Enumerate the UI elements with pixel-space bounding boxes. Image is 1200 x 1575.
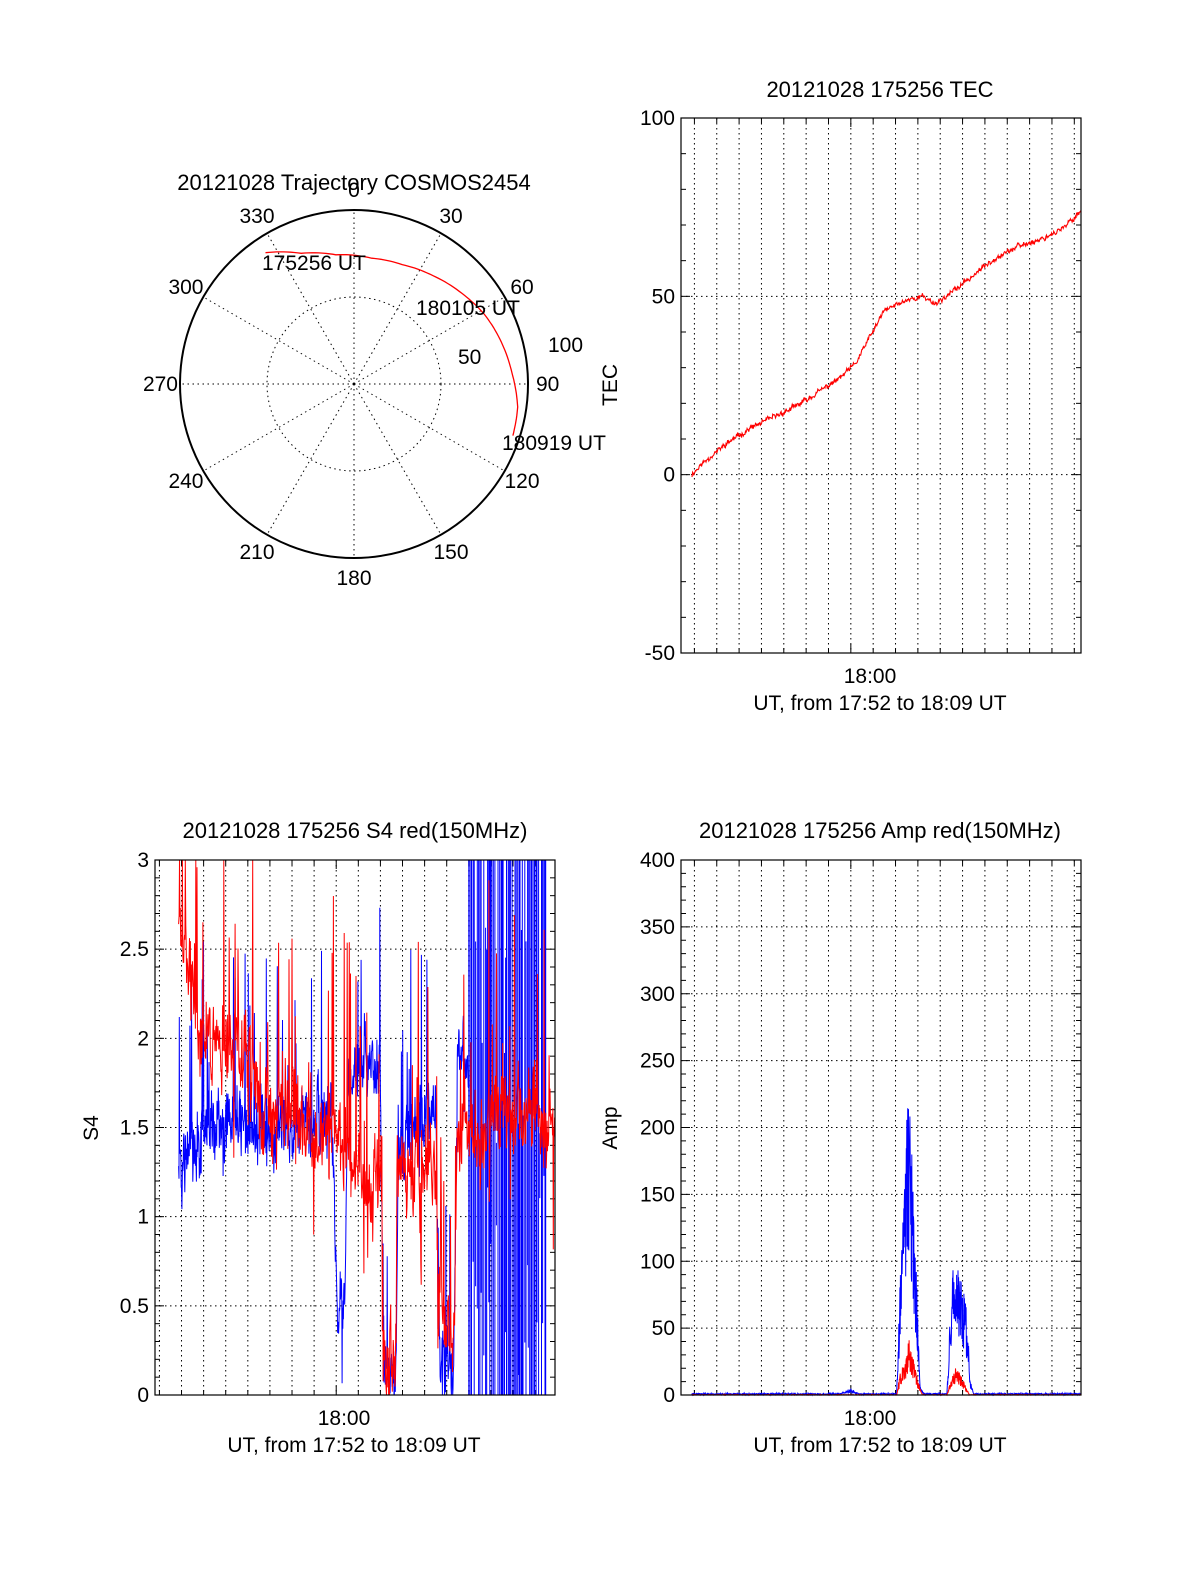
amp-red-series	[691, 1340, 1082, 1397]
amp-y-tick-label: 150	[640, 1183, 675, 1206]
trajectory-track	[265, 251, 519, 436]
amp-title: 20121028 175256 Amp red(150MHz)	[699, 818, 1061, 843]
s4-y-tick-label: 0.5	[120, 1295, 149, 1318]
polar-azimuth-label-300: 300	[168, 276, 203, 299]
s4-y-tick-label: 0	[137, 1384, 149, 1407]
polar-azimuth-label-30: 30	[439, 205, 462, 228]
polar-outer-circle	[179, 209, 529, 559]
amp-plot: 20121028 175256 Amp red(150MHz) 0 50 100 15…	[599, 818, 1082, 1457]
polar-azimuth-label-0: 0	[348, 179, 360, 202]
amp-x-axis-label: UT, from 17:52 to 18:09 UT	[753, 1434, 1006, 1457]
tec-frame	[680, 117, 1082, 654]
tec-x-axis-label: UT, from 17:52 to 18:09 UT	[753, 692, 1006, 715]
amp-ticks	[681, 859, 1081, 1396]
s4-plot: 20121028 175256 S4 red(150MHz) 0 0.5 1 1.5 2…	[80, 818, 556, 1457]
amp-x-tick-label: 18:00	[844, 1407, 897, 1430]
tec-series-line	[691, 210, 1082, 478]
amp-y-tick-label: 250	[640, 1050, 675, 1073]
tec-title: 20121028 175256 TEC	[766, 77, 993, 102]
amp-y-tick-label: 400	[640, 849, 675, 872]
polar-spoke-210	[266, 383, 355, 535]
polar-title: 20121028 Trajectory COSMOS2454	[177, 170, 530, 195]
amp-blue-series	[691, 1108, 1082, 1397]
amp-y-tick-label: 200	[640, 1117, 675, 1140]
s4-y-tick-label: 2	[137, 1027, 149, 1050]
s4-y-tick-label: 3	[137, 849, 149, 872]
tec-y-tick-label: -50	[645, 642, 675, 665]
polar-mid-circle	[266, 296, 442, 472]
amp-y-tick-label: 100	[640, 1250, 675, 1273]
tec-series	[691, 210, 1082, 478]
s4-y-axis-label: S4	[80, 1115, 103, 1141]
amp-frame	[680, 859, 1082, 1396]
polar-azimuth-labels: 0 30 60 90 120 150 180 210 240 270 300 330	[143, 179, 559, 590]
s4-y-tick-label: 1	[137, 1206, 149, 1229]
tec-y-tick-label: 0	[663, 464, 675, 487]
track-start-label: 175256 UT	[262, 252, 366, 275]
amp-y-tick-label: 350	[640, 916, 675, 939]
polar-spoke-60	[353, 296, 505, 385]
polar-spokes	[180, 210, 528, 558]
amp-grid	[681, 860, 1081, 1395]
tec-y-axis-label: TEC	[599, 364, 622, 406]
polar-spoke-240	[203, 383, 355, 472]
polar-azimuth-label-90: 90	[536, 373, 559, 396]
tec-plot: 20121028 175256 TEC -50 0 50 100 18:00 UT, …	[599, 77, 1082, 715]
s4-x-axis-label: UT, from 17:52 to 18:09 UT	[227, 1434, 480, 1457]
amp-y-tick-label: 50	[652, 1317, 675, 1340]
tec-x-tick-label: 18:00	[844, 665, 897, 688]
amp-y-axis-label: Amp	[599, 1106, 622, 1149]
s4-y-tick-labels: 0 0.5 1 1.5 2 2.5 3	[120, 849, 149, 1407]
s4-red-series	[178, 859, 556, 1396]
polar-spoke-120	[353, 383, 505, 472]
tec-ticks	[681, 117, 1081, 654]
amp-y-tick-label: 0	[663, 1384, 675, 1407]
polar-azimuth-label-330: 330	[239, 205, 274, 228]
polar-spoke-330	[266, 233, 355, 385]
polar-azimuth-label-240: 240	[168, 470, 203, 493]
s4-y-tick-label: 1.5	[120, 1117, 149, 1140]
amp-y-tick-label: 300	[640, 983, 675, 1006]
amp-series	[691, 1108, 1082, 1397]
polar-radial-label-100: 100	[548, 334, 583, 357]
tec-y-tick-labels: -50 0 50 100	[640, 107, 675, 665]
s4-series	[178, 859, 556, 1396]
polar-azimuth-label-150: 150	[433, 541, 468, 564]
polar-spoke-150	[353, 383, 442, 535]
s4-title: 20121028 175256 S4 red(150MHz)	[183, 818, 528, 843]
track-mid-label: 180105 UT	[416, 297, 520, 320]
polar-spoke-30	[353, 233, 442, 385]
polar-azimuth-label-210: 210	[239, 541, 274, 564]
tec-grid	[681, 118, 1081, 653]
s4-frame	[154, 859, 556, 1396]
tec-y-tick-label: 100	[640, 107, 675, 130]
track-end-label: 180919 UT	[502, 432, 606, 455]
polar-azimuth-label-180: 180	[336, 567, 371, 590]
polar-radial-label-50: 50	[458, 346, 481, 369]
polar-azimuth-label-120: 120	[504, 470, 539, 493]
trajectory-polar-plot: 20121028 Trajectory COSMOS2454 0 30 60 90 12…	[143, 170, 606, 590]
polar-spoke-300	[203, 296, 355, 385]
tec-y-tick-label: 50	[652, 285, 675, 308]
polar-azimuth-label-270: 270	[143, 373, 178, 396]
s4-y-tick-label: 2.5	[120, 938, 149, 961]
s4-x-tick-label: 18:00	[318, 1407, 371, 1430]
polar-azimuth-label-60: 60	[510, 276, 533, 299]
amp-y-tick-labels: 0 50 100 150 200 250 300 350 400	[640, 849, 675, 1407]
